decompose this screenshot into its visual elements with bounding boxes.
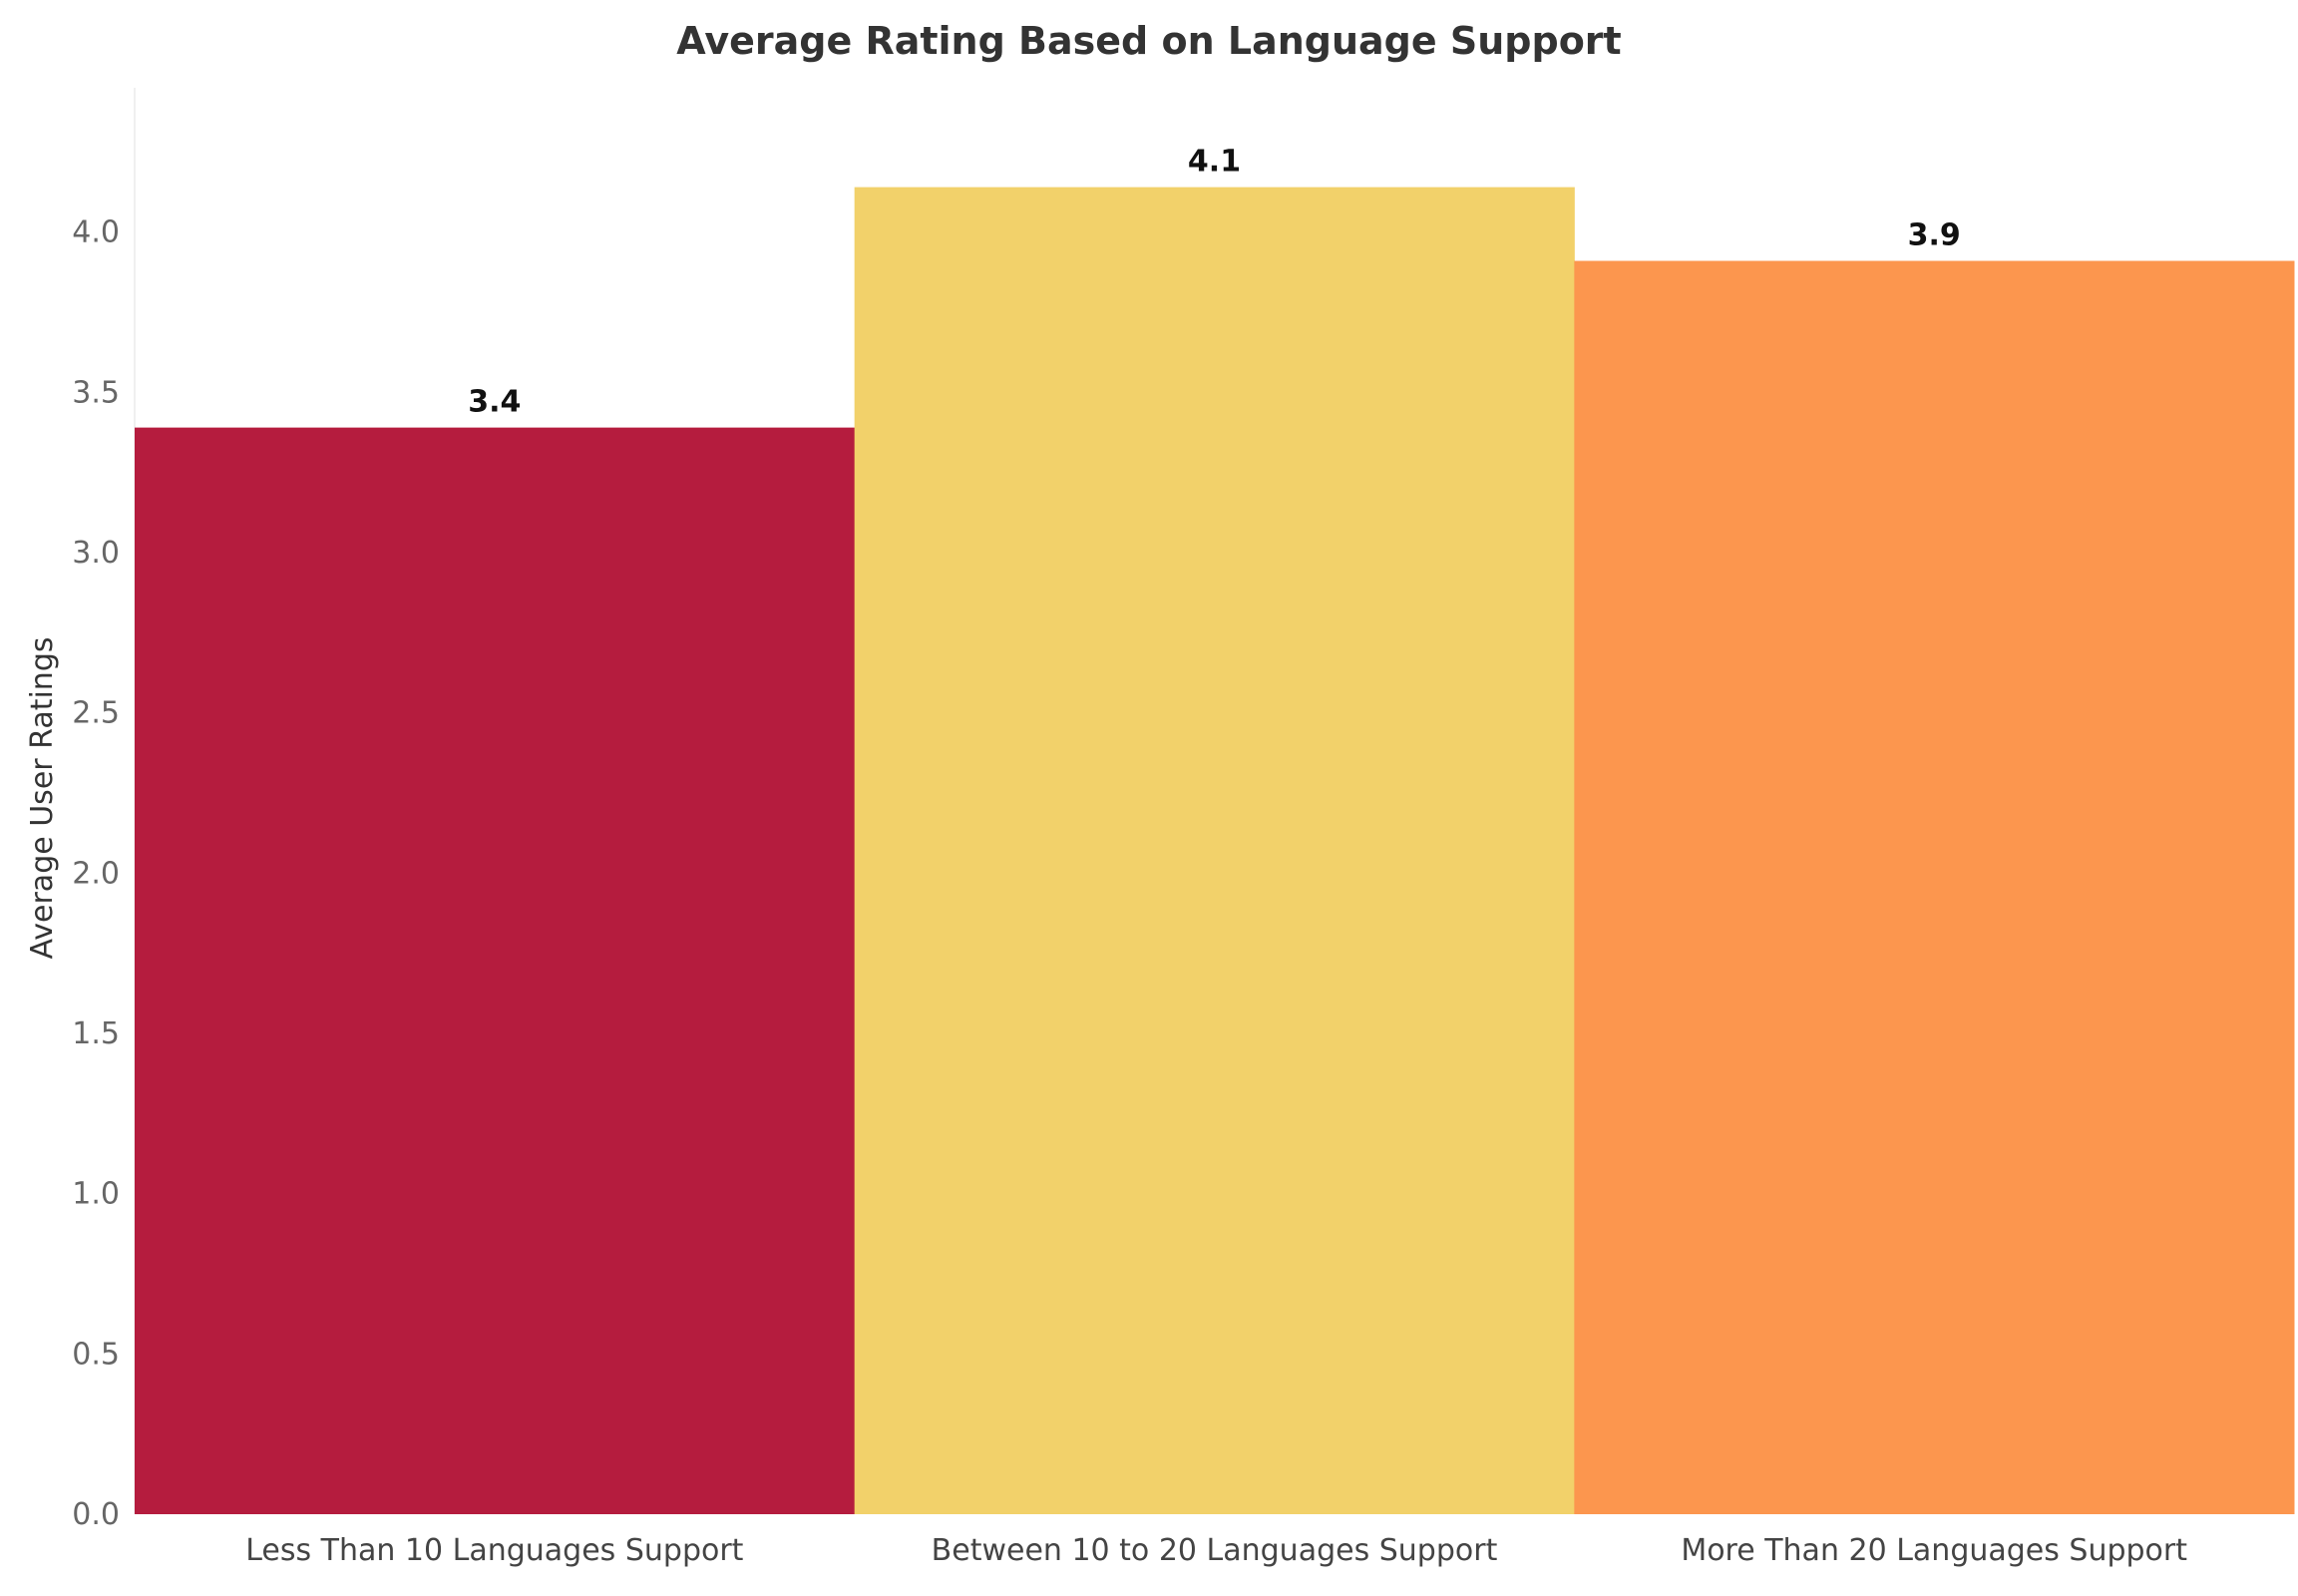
y-tick-label: 3.0 <box>72 536 120 571</box>
y-tick-label: 1.5 <box>72 1016 120 1051</box>
bar-value-label: 3.9 <box>1908 218 1961 253</box>
y-axis-label: Average User Ratings <box>25 637 60 960</box>
category-label: More Than 20 Languages Support <box>1681 1533 2187 1568</box>
x-axis-categories: Less Than 10 Languages Support Between 10… <box>245 1533 2187 1568</box>
y-tick-label: 3.5 <box>72 375 120 410</box>
bar-value-label: 4.1 <box>1188 145 1241 180</box>
y-tick-label: 0.0 <box>72 1497 120 1532</box>
data-labels: 3.4 4.1 3.9 <box>468 145 1960 420</box>
y-tick-label: 2.0 <box>72 856 120 891</box>
bar-value-label: 3.4 <box>468 385 521 420</box>
category-label: Less Than 10 Languages Support <box>245 1533 743 1568</box>
category-label: Between 10 to 20 Languages Support <box>932 1533 1498 1568</box>
bar <box>135 427 856 1515</box>
y-axis-ticks: 0.0 0.5 1.0 1.5 2.0 2.5 3.0 3.5 4.0 <box>72 215 120 1532</box>
y-tick-label: 4.0 <box>72 215 120 250</box>
bar <box>1574 260 2295 1514</box>
bar <box>854 187 1575 1515</box>
bars <box>135 187 2295 1515</box>
y-tick-label: 0.5 <box>72 1337 120 1372</box>
y-tick-label: 2.5 <box>72 696 120 731</box>
chart-title: Average Rating Based on Language Support <box>676 19 1621 63</box>
y-tick-label: 1.0 <box>72 1177 120 1212</box>
